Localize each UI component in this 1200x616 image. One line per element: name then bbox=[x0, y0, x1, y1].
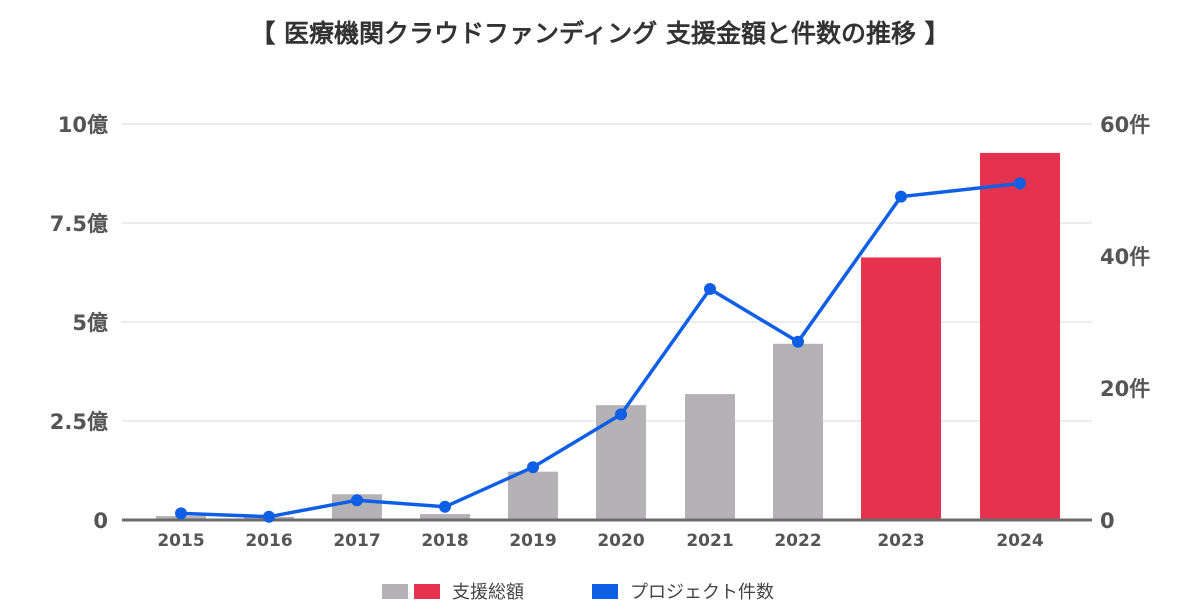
x-tick-label: 2019 bbox=[509, 531, 556, 551]
point-2016 bbox=[263, 510, 275, 523]
point-2019 bbox=[527, 461, 539, 474]
point-2022 bbox=[792, 335, 804, 348]
right-tick-label: 0 bbox=[1100, 509, 1115, 533]
x-tick-label: 2023 bbox=[877, 531, 924, 551]
legend: 支援総額 プロジェクト件数 bbox=[382, 582, 774, 603]
x-tick-label: 2021 bbox=[686, 531, 733, 551]
x-tick-label: 2022 bbox=[774, 531, 821, 551]
point-2021 bbox=[704, 283, 716, 295]
left-tick-label: 0 bbox=[93, 509, 108, 533]
left-axis-ticks: 0 2.5億 5億 7.5億 10億 bbox=[50, 113, 108, 533]
point-2018 bbox=[439, 500, 451, 513]
x-tick-label: 2017 bbox=[333, 531, 380, 551]
x-tick-label: 2016 bbox=[245, 531, 292, 551]
bar-2019 bbox=[508, 471, 558, 520]
legend-swatch bbox=[414, 584, 440, 599]
right-axis-ticks: 0 20件 40件 60件 bbox=[1100, 113, 1150, 533]
point-2024 bbox=[1014, 177, 1026, 190]
x-tick-label: 2020 bbox=[597, 531, 644, 551]
left-tick-label: 10億 bbox=[58, 113, 108, 137]
bar-2020 bbox=[596, 405, 646, 520]
point-2017 bbox=[351, 494, 363, 507]
line-series bbox=[175, 177, 1026, 523]
x-tick-label: 2015 bbox=[157, 531, 204, 551]
chart-title: 【 医療機関クラウドファンディング 支援金額と件数の推移 】 bbox=[250, 19, 949, 48]
x-axis-ticks: 2015 2016 2017 2018 2019 2020 2021 2022 2023 2024 bbox=[157, 531, 1043, 551]
left-tick-label: 5億 bbox=[72, 311, 108, 335]
point-2015 bbox=[175, 507, 187, 520]
bar-series bbox=[156, 152, 1060, 520]
bar-2021 bbox=[685, 394, 735, 520]
bar-2024 bbox=[980, 152, 1060, 520]
gridlines bbox=[122, 123, 1092, 422]
x-tick-label: 2018 bbox=[421, 531, 468, 551]
point-2023 bbox=[895, 190, 907, 203]
left-tick-label: 2.5億 bbox=[50, 410, 108, 434]
legend-label-projects: プロジェクト件数 bbox=[630, 582, 774, 603]
left-tick-label: 7.5億 bbox=[50, 212, 108, 236]
right-tick-label: 40件 bbox=[1100, 245, 1150, 269]
bar-2018 bbox=[420, 514, 470, 520]
right-tick-label: 60件 bbox=[1100, 113, 1150, 137]
legend-label-amount: 支援総額 bbox=[452, 582, 524, 603]
legend-swatch bbox=[592, 584, 618, 599]
bar-2022 bbox=[773, 343, 823, 520]
projects-line bbox=[180, 181, 1021, 519]
bar-2023 bbox=[861, 257, 941, 520]
legend-swatch bbox=[382, 584, 408, 599]
point-2020 bbox=[615, 408, 627, 421]
x-tick-label: 2024 bbox=[996, 531, 1043, 551]
right-tick-label: 20件 bbox=[1100, 377, 1150, 401]
